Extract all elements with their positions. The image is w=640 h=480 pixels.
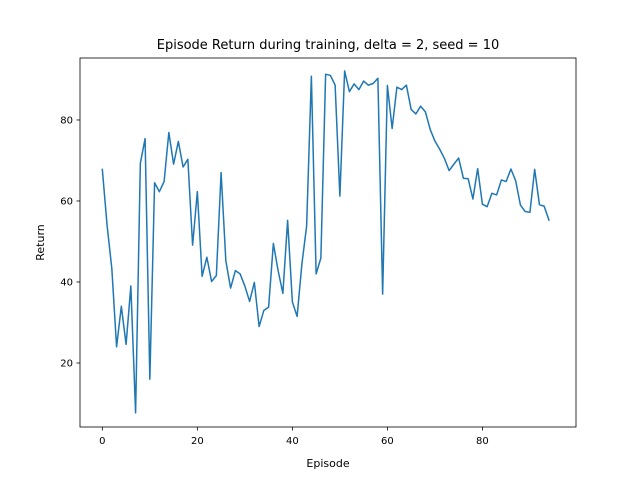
y-axis-label: Return	[34, 224, 47, 261]
x-tick-label: 0	[99, 436, 105, 447]
series-line	[101, 70, 550, 414]
y-tick-label: 40	[60, 277, 73, 288]
y-tick-label: 80	[60, 115, 73, 126]
x-axis-label: Episode	[306, 457, 349, 470]
x-tick-label: 80	[476, 436, 489, 447]
x-tick-label: 20	[191, 436, 204, 447]
x-axis: 0 20 40 60 80	[99, 427, 489, 447]
y-tick-label: 60	[60, 196, 73, 207]
y-axis: 20 40 60 80	[60, 115, 80, 370]
x-tick-label: 60	[381, 436, 394, 447]
y-tick-label: 20	[60, 359, 73, 370]
chart-title: Episode Return during training, delta = …	[157, 38, 500, 53]
x-tick-label: 40	[286, 436, 299, 447]
axes-frame	[79, 57, 577, 428]
plot-area	[79, 57, 577, 428]
